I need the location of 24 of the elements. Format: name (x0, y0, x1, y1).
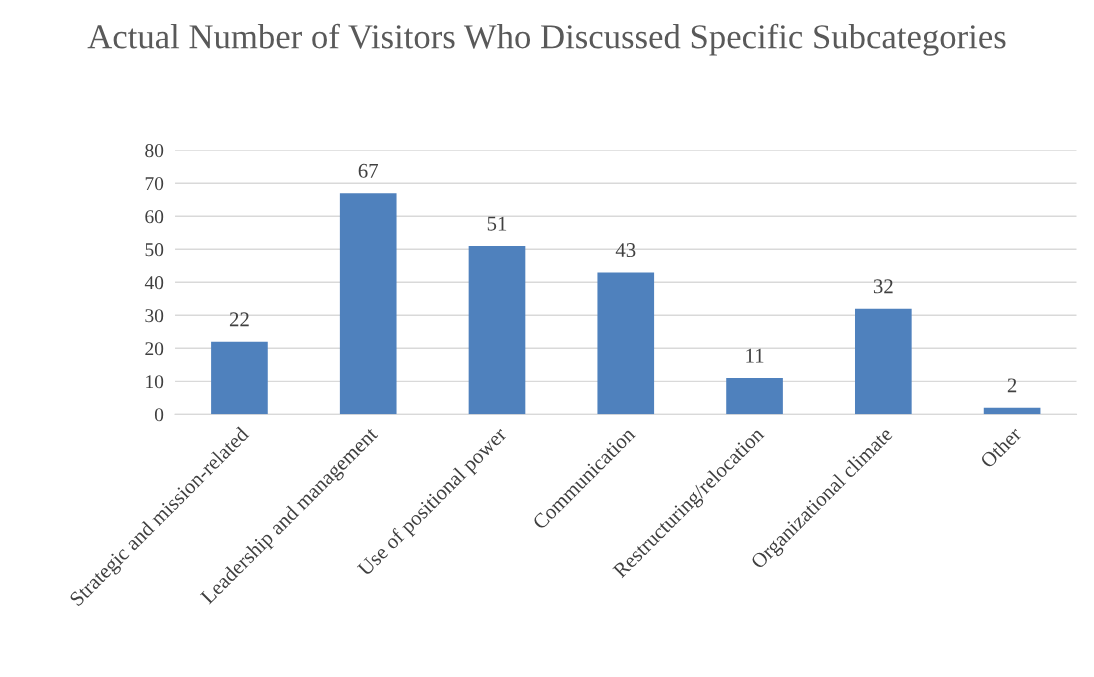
bar (855, 308, 912, 415)
y-tick-label: 40 (144, 276, 164, 290)
y-tick-label: 60 (145, 210, 164, 224)
y-tick-label: 50 (145, 243, 164, 257)
bar (339, 193, 397, 415)
bar (211, 341, 268, 415)
y-tick-label: 20 (145, 342, 164, 356)
bar (983, 407, 1041, 415)
data-label: 67 (358, 163, 379, 178)
y-tick-label: 80 (145, 144, 164, 158)
data-label: 2 (1007, 378, 1017, 393)
data-label: 43 (615, 243, 636, 258)
y-tick-label: 70 (145, 177, 164, 191)
data-label: 51 (487, 216, 507, 231)
bar (468, 246, 526, 415)
data-label: 32 (873, 279, 893, 294)
bar (726, 378, 783, 415)
y-tick-label: 0 (154, 408, 164, 422)
data-label: 22 (229, 312, 249, 327)
bar (597, 272, 655, 415)
y-tick-label: 10 (146, 375, 164, 389)
chart-title: Actual Number of Visitors Who Discussed Specific Subcategories (87, 23, 1006, 56)
data-label: 11 (746, 348, 764, 363)
y-tick-label: 30 (145, 309, 164, 323)
